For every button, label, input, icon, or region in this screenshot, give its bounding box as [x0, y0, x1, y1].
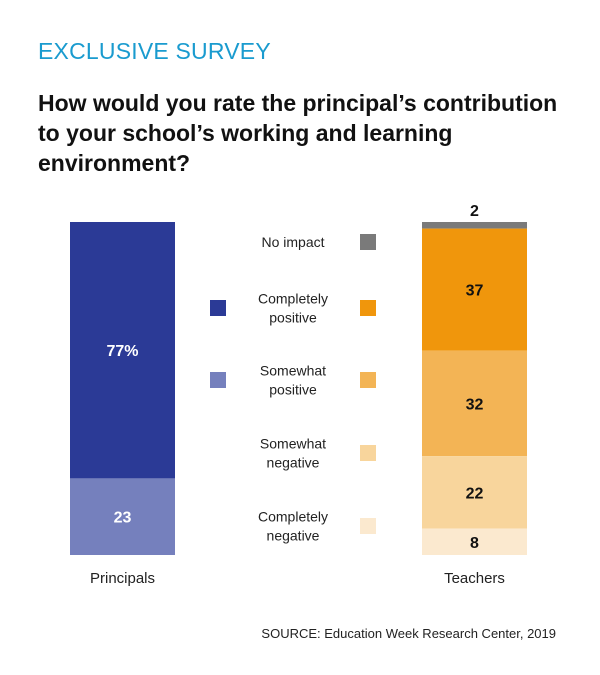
teachers-segment-completely-positive	[422, 228, 527, 351]
legend-label: positive	[269, 310, 317, 326]
legend-label: positive	[269, 382, 317, 398]
principals-segment-somewhat-positive	[70, 478, 175, 555]
teachers-value-label: 32	[466, 396, 484, 413]
teachers-value-label: 22	[466, 485, 484, 502]
legend-label: Completely	[258, 509, 328, 525]
bars-layer: 77% 23 2 37 32 22 8	[70, 203, 527, 555]
legend-swatch-teachers	[360, 445, 376, 461]
legend-label: No impact	[261, 234, 324, 250]
teachers-value-label: 2	[470, 203, 479, 220]
principals-category-label: Principals	[90, 570, 155, 587]
teachers-segment-somewhat-positive	[422, 350, 527, 457]
legend-swatch-teachers	[360, 300, 376, 316]
legend-label: Somewhat	[260, 436, 326, 452]
principals-value-label: 23	[114, 510, 132, 527]
teachers-value-label: 8	[470, 535, 479, 552]
teachers-category-label: Teachers	[444, 570, 505, 587]
principals-segment-completely-positive	[70, 222, 175, 479]
chart-title: How would you rate the principal’s contr…	[38, 90, 558, 176]
legend-label: negative	[267, 528, 320, 544]
teachers-segment-no-impact	[422, 222, 527, 229]
axis-layer: Principals Teachers	[90, 570, 505, 587]
principals-value-label: 77%	[106, 343, 138, 360]
legend-swatch-teachers	[360, 372, 376, 388]
source-note: SOURCE: Education Week Research Center, …	[261, 626, 556, 641]
legend-swatch-principals	[210, 372, 226, 388]
teachers-segment-completely-negative	[422, 528, 527, 555]
teachers-segment-somewhat-negative	[422, 456, 527, 529]
legend-swatch-teachers	[360, 518, 376, 534]
legend-label: negative	[267, 455, 320, 471]
eyebrow-label: EXCLUSIVE SURVEY	[38, 38, 271, 64]
legend-layer: No impact Completely positive Somewhat posit…	[210, 234, 376, 544]
legend-label: Completely	[258, 291, 328, 307]
legend-swatch-principals	[210, 300, 226, 316]
teachers-value-label: 37	[466, 283, 484, 300]
legend-swatch-teachers	[360, 234, 376, 250]
legend-label: Somewhat	[260, 363, 326, 379]
